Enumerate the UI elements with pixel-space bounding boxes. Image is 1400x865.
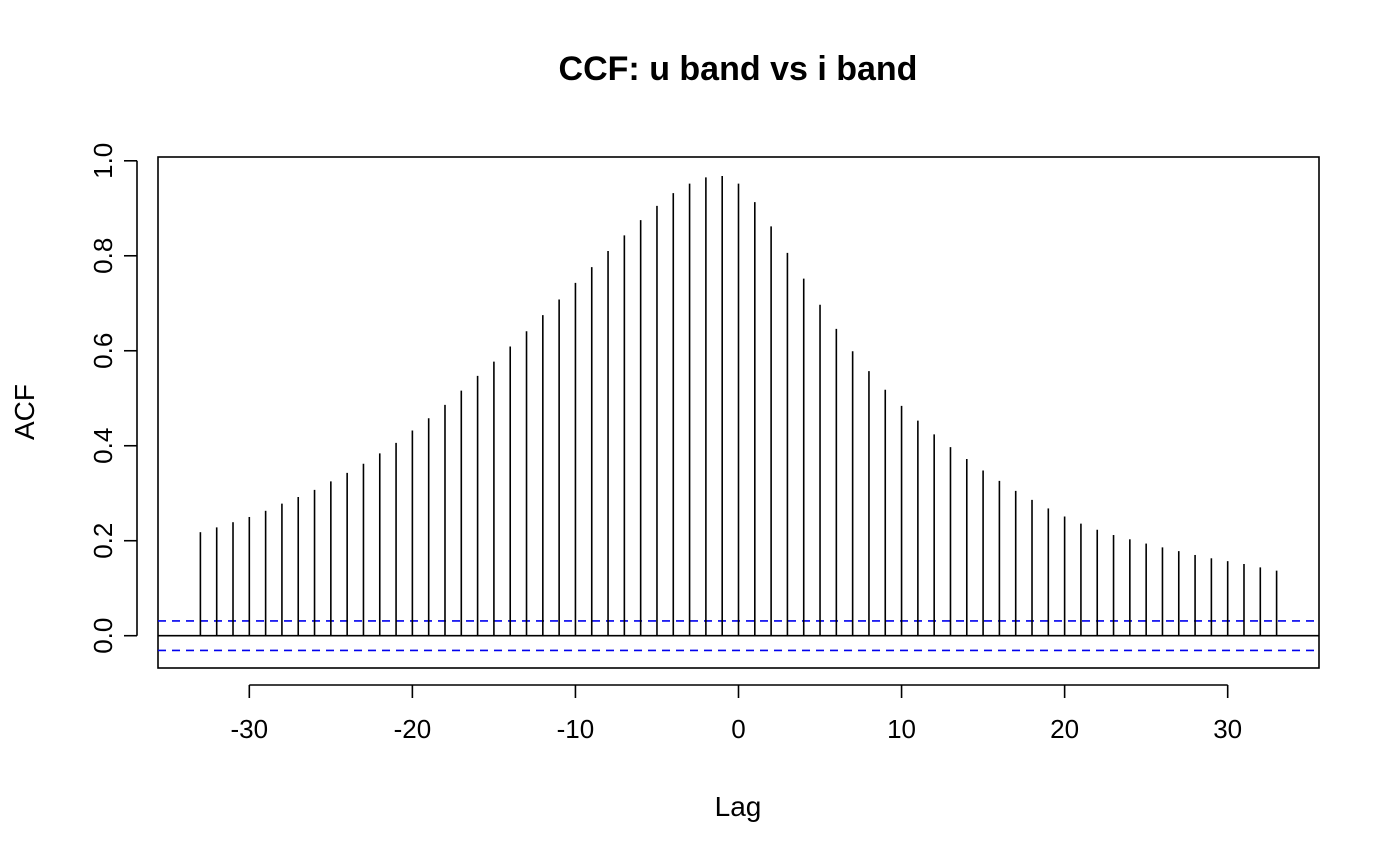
- x-tick-label: 20: [1050, 714, 1079, 744]
- y-tick-label: 0.4: [88, 428, 118, 464]
- x-tick-label: 10: [887, 714, 916, 744]
- x-tick-label: 0: [731, 714, 745, 744]
- y-tick-label: 1.0: [88, 143, 118, 179]
- x-tick-label: -20: [394, 714, 432, 744]
- x-tick-label: -10: [557, 714, 595, 744]
- y-tick-label: 0.0: [88, 618, 118, 654]
- y-tick-label: 0.2: [88, 523, 118, 559]
- x-axis-label: Lag: [715, 791, 762, 822]
- x-tick-label: -30: [231, 714, 269, 744]
- y-tick-label: 0.6: [88, 333, 118, 369]
- plot-frame: [157, 156, 1320, 669]
- x-tick-label: 30: [1213, 714, 1242, 744]
- chart-title: CCF: u band vs i band: [559, 50, 918, 88]
- y-tick-label: 0.8: [88, 238, 118, 274]
- y-axis-label: ACF: [9, 384, 40, 440]
